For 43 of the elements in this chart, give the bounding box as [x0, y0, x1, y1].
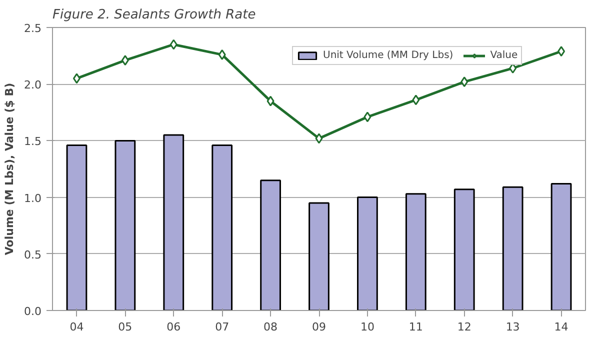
bar	[454, 188, 475, 310]
point	[412, 94, 420, 106]
point	[121, 55, 129, 66]
chart-title: Figure 2. Sealants Growth Rate	[52, 8, 256, 22]
x-tick-label: 08	[264, 320, 278, 334]
point	[364, 112, 372, 122]
bar	[114, 140, 136, 310]
y-axis-title: Volume (M Lbs), Value ($ B)	[3, 82, 16, 256]
bar	[405, 193, 426, 310]
bar	[357, 196, 378, 310]
bar	[308, 202, 330, 310]
y-tick-label: 1.0	[24, 192, 42, 205]
x-tick-label: 10	[360, 320, 374, 334]
x-tick-label: 14	[554, 320, 568, 334]
point	[509, 63, 517, 74]
point	[218, 49, 226, 60]
bar	[550, 182, 572, 310]
point	[170, 39, 178, 50]
point	[558, 46, 566, 57]
bar	[163, 134, 184, 310]
x-tick-label: 09	[312, 320, 326, 334]
x-tick-label: 12	[457, 320, 472, 334]
bar	[66, 144, 88, 310]
y-tick-label: 2.5	[24, 22, 42, 35]
bar	[502, 186, 524, 310]
x-tick-label: 04	[70, 320, 84, 334]
bar	[212, 144, 233, 310]
legend-label: Value	[490, 50, 518, 61]
point	[72, 73, 80, 84]
x-tick-label: 11	[408, 320, 423, 334]
y-tick-label: 0.5	[24, 248, 42, 262]
y-tick-label: 2.0	[24, 78, 42, 92]
x-tick-label: 07	[215, 320, 230, 334]
point	[315, 133, 323, 144]
point	[460, 76, 468, 88]
bar	[260, 180, 281, 310]
legend-label: Unit Volume (MM Dry Lbs)	[323, 50, 454, 61]
x-tick-label: 06	[166, 320, 181, 334]
point	[266, 96, 274, 106]
x-tick-label: 13	[506, 320, 520, 334]
x-tick-label: 05	[118, 320, 132, 334]
y-tick-label: 1.5	[24, 135, 42, 148]
y-tick-label: 0.0	[24, 305, 42, 318]
